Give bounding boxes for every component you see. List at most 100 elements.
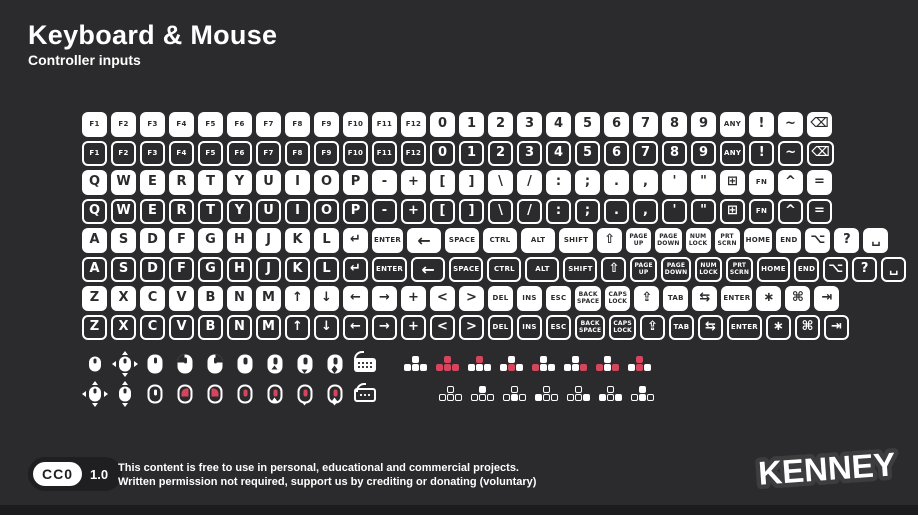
- key-row-solid: Q W E R T Y U I O P - +[] \ /:;., ' " ⊞ FN ^ =: [82, 170, 906, 195]
- shift-arrow-icon: ⇧: [597, 228, 623, 253]
- key-space: SPACE: [445, 228, 480, 253]
- key-alt: ALT: [525, 257, 560, 282]
- key-enter: ENTER: [726, 315, 762, 340]
- key-greater-than: >: [459, 315, 484, 340]
- cluster-key-up: [412, 356, 419, 363]
- key-backslash: \: [488, 199, 513, 224]
- key-exclamation: !: [749, 112, 774, 137]
- arrow-key-cluster: [471, 386, 494, 402]
- key-plus: +: [401, 286, 426, 311]
- key-b: B: [198, 315, 223, 340]
- key-i: I: [285, 170, 310, 195]
- asterisk-icon: ∗: [766, 315, 791, 340]
- license-text: This content is free to use in personal,…: [118, 461, 536, 490]
- cluster-key-down: [607, 394, 614, 401]
- mouse-scroll-up-icon: [262, 351, 288, 377]
- cluster-key-down: [444, 364, 451, 371]
- key-w: W: [111, 170, 136, 195]
- key-backspace: BACK SPACE: [575, 315, 606, 340]
- cluster-key-down: [604, 364, 611, 371]
- cluster-key-up: [540, 356, 547, 363]
- key-tilde: ~: [778, 112, 803, 137]
- key-h: H: [227, 228, 252, 253]
- key-7: 7: [633, 141, 658, 166]
- key-s: S: [111, 228, 136, 253]
- key-y: Y: [227, 199, 252, 224]
- tab-right-icon: ⇥: [824, 315, 849, 340]
- cluster-key-up: [543, 386, 550, 393]
- key-backspace: BACK SPACE: [575, 286, 602, 311]
- key-p: P: [343, 170, 368, 195]
- mouse-left-click-icon: [172, 381, 198, 407]
- arrow-right-icon: →: [372, 286, 397, 311]
- arrow-key-cluster: [404, 356, 427, 372]
- scroll-down-arrow: [301, 401, 308, 406]
- key-prt-scrn: PRT SCRN: [714, 228, 740, 253]
- scroll-up-arrow: [331, 397, 338, 402]
- mouse-body: [327, 354, 343, 374]
- key-backslash: \: [488, 170, 513, 195]
- key-5: 5: [575, 112, 600, 137]
- mouse-wheel-glyph: [303, 389, 307, 397]
- key-period: .: [604, 199, 629, 224]
- mouse-wheel-glyph: [183, 357, 187, 364]
- key-t: T: [198, 170, 223, 195]
- kenney-logo: KENNEY: [750, 431, 904, 510]
- mouse-left-click-icon: [172, 351, 198, 377]
- key-v: V: [169, 315, 194, 340]
- key-q: Q: [82, 199, 107, 224]
- direction-arrow-n: [122, 351, 128, 355]
- tab-switch-icon: ⇆: [697, 315, 723, 340]
- cluster-key-right: [644, 364, 651, 371]
- mouse-wheel-glyph: [273, 389, 277, 397]
- dpad-group: [404, 356, 651, 372]
- key-f3: F3: [140, 112, 165, 137]
- page-subtitle: Controller inputs: [28, 52, 141, 68]
- cluster-key-up: [639, 386, 646, 393]
- cluster-key-right: [580, 364, 587, 371]
- key-6: 6: [604, 112, 629, 137]
- key-f6: F6: [227, 112, 252, 137]
- mouse-body: [237, 384, 253, 404]
- mouse-body: [119, 386, 131, 402]
- left-button-highlight: [177, 354, 185, 363]
- key-ctrl: CTRL: [487, 257, 522, 282]
- key-4: 4: [546, 141, 571, 166]
- key-comma: ,: [633, 170, 658, 195]
- page-title: Keyboard & Mouse: [28, 20, 278, 50]
- cluster-key-down: [540, 364, 547, 371]
- key-shift: SHIFT: [559, 228, 594, 253]
- key-m: M: [256, 286, 281, 311]
- key-p: P: [343, 199, 368, 224]
- kenney-logo-text: KENNEY: [757, 445, 897, 492]
- cluster-key-up: [447, 386, 454, 393]
- key-page-up: PAGE UP: [630, 257, 657, 282]
- direction-arrow-e: [134, 361, 138, 367]
- option-icon: ⌥: [823, 257, 849, 282]
- key-m: M: [256, 315, 281, 340]
- key-f5: F5: [198, 112, 223, 137]
- mouse-body: [207, 384, 223, 404]
- key-r: R: [169, 170, 194, 195]
- scroll-up-arrow: [271, 397, 278, 402]
- mouse-wheel-glyph: [123, 388, 127, 394]
- key-enter: ENTER: [721, 286, 753, 311]
- mouse-wheel-glyph: [303, 357, 307, 365]
- key-less-than: <: [430, 315, 455, 340]
- mouse-body: [297, 384, 313, 406]
- backspace-arrow-icon: ←: [411, 257, 446, 282]
- key-row-outline: Z X C V B N M ↑ ↓ ← → + < > DEL INS ESC BACK SPACE CAPS LO…: [82, 315, 906, 340]
- mouse-wheel-click-icon: [232, 351, 258, 377]
- key-fn: FN: [749, 170, 774, 195]
- bottom-strip: [0, 505, 918, 515]
- key-d: D: [140, 257, 165, 282]
- key-r: R: [169, 199, 194, 224]
- keyboard-glyph: [354, 383, 376, 403]
- key-row-outline: Q W E R T Y U I O P - +[] \ /:;., ' " ⊞ FN ^ =: [82, 199, 906, 224]
- key-f8: F8: [285, 141, 310, 166]
- mouse-body: [177, 384, 193, 404]
- cluster-key-left: [599, 394, 606, 401]
- scroll-down-arrow: [331, 401, 338, 406]
- cluster-key-down: [508, 364, 515, 371]
- key-tab: TAB: [663, 286, 689, 311]
